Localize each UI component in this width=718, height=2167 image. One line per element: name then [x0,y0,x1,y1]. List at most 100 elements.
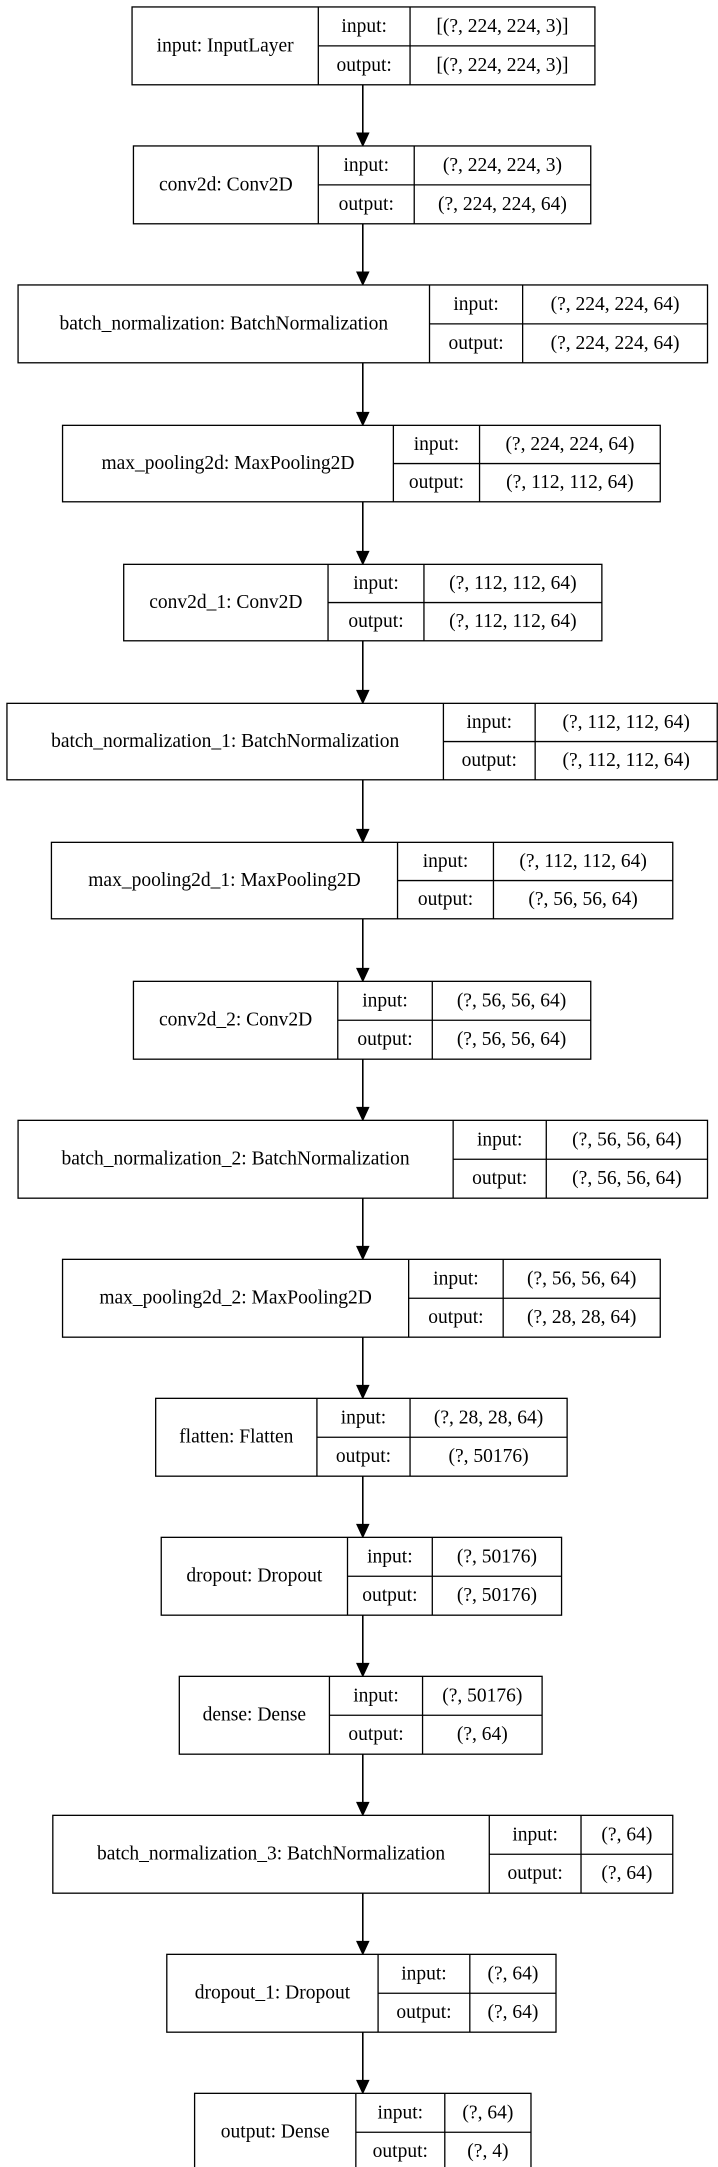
input-shape: (?, 64) [487,1963,538,1984]
output-shape: (?, 56, 56, 64) [572,1168,681,1189]
input-label: input: [414,434,460,455]
output-shape: (?, 28, 28, 64) [527,1307,636,1328]
input-shape: (?, 64) [462,2102,513,2123]
layer-node: batch_normalization: BatchNormalization i… [17,284,709,364]
layer-node: dropout_1: Dropout input: (?, 64) output: (?… [166,1953,557,2033]
output-label: output: [428,1307,483,1328]
arrowhead-icon [356,2079,370,2095]
arrowhead-icon [356,828,370,844]
output-shape: (?, 224, 224, 64) [438,194,567,215]
input-shape: (?, 224, 224, 64) [505,434,634,455]
input-shape: (?, 50176) [457,1546,537,1567]
layer-node: conv2d_2: Conv2D input: (?, 56, 56, 64) out… [132,980,592,1060]
output-label: output: [336,1446,391,1467]
layer-node: dense: Dense input: (?, 50176) output: (?, 6… [178,1675,543,1755]
arrowhead-icon [356,689,370,705]
edge-arrow [356,1615,370,1678]
arrowhead-icon [356,1523,370,1539]
output-label: output: [418,889,473,910]
output-label: output: [472,1168,527,1189]
edge-arrow [356,779,370,844]
output-shape: [(?, 224, 224, 3)] [436,55,568,76]
layer-name: max_pooling2d: MaxPooling2D [101,453,354,474]
edge-arrow [356,918,370,983]
edge-arrow [356,640,370,705]
output-label: output: [409,472,464,493]
layer-name: output: Dense [221,2122,330,2143]
layer-name: input: InputLayer [157,35,295,56]
layer-node: batch_normalization_2: BatchNormalizatio… [17,1119,709,1199]
input-shape: [(?, 224, 224, 3)] [436,16,568,37]
input-shape: (?, 112, 112, 64) [449,573,576,594]
edge-arrow [356,2032,370,2095]
layer-name: conv2d_2: Conv2D [159,1010,312,1031]
arrowhead-icon [356,1801,370,1817]
edge-arrow [356,1198,370,1261]
input-shape: (?, 112, 112, 64) [519,851,646,872]
input-label: input: [341,1407,387,1428]
edge-arrow [356,362,370,427]
output-label: output: [337,55,392,76]
layer-name: conv2d: Conv2D [159,174,293,195]
edge-arrow [356,1337,370,1400]
layer-box [193,2092,532,2167]
input-label: input: [512,1824,558,1845]
layer-node: conv2d_1: Conv2D input: (?, 112, 112, 64) o… [123,563,603,642]
arrowhead-icon [356,1662,370,1678]
layer-node: batch_normalization_1: BatchNormalizatio… [6,702,718,781]
output-shape: (?, 64) [601,1863,652,1884]
layer-node: output: Dense input: (?, 64) output: (?, 4) [193,2092,532,2167]
layer-node: dropout: Dropout input: (?, 50176) output: (… [160,1536,563,1616]
layer-node: conv2d: Conv2D input: (?, 224, 224, 3) outp… [132,145,592,225]
layer-name: max_pooling2d_1: MaxPooling2D [88,870,360,891]
input-label: input: [344,155,390,176]
layer-node: batch_normalization_3: BatchNormalizatio… [52,1814,674,1894]
layer-node: max_pooling2d: MaxPooling2D input: (?, 224… [61,424,661,503]
input-label: input: [353,1685,399,1706]
arrowhead-icon [356,1384,370,1400]
input-label: input: [433,1268,479,1289]
layer-name: max_pooling2d_2: MaxPooling2D [99,1288,371,1309]
input-label: input: [367,1546,413,1567]
output-shape: (?, 4) [467,2141,508,2162]
layer-name: dropout_1: Dropout [195,1983,351,2004]
input-shape: (?, 112, 112, 64) [562,712,689,733]
edge-arrow [356,1059,370,1122]
input-label: input: [362,990,408,1011]
input-shape: (?, 28, 28, 64) [434,1407,543,1428]
layer-name: batch_normalization: BatchNormalization [59,313,388,334]
output-shape: (?, 112, 112, 64) [449,611,576,632]
layer-node: flatten: Flatten input: (?, 28, 28, 64) out… [155,1397,568,1477]
output-shape: (?, 112, 112, 64) [562,750,689,771]
arrowhead-icon [356,411,370,427]
input-label: input: [477,1129,523,1150]
input-label: input: [423,851,469,872]
input-shape: (?, 56, 56, 64) [572,1129,681,1150]
input-label: input: [401,1963,447,1984]
layer-name: conv2d_1: Conv2D [149,592,302,613]
input-label: input: [378,2102,424,2123]
arrowhead-icon [356,1245,370,1261]
output-label: output: [448,333,503,354]
edge-arrow [356,501,370,566]
input-shape: (?, 64) [601,1824,652,1845]
layer-name: flatten: Flatten [179,1427,294,1448]
arrowhead-icon [356,967,370,983]
arrowhead-icon [356,550,370,566]
output-shape: (?, 112, 112, 64) [506,472,633,493]
input-label: input: [341,16,387,37]
output-shape: (?, 50176) [457,1585,537,1606]
layer-name: batch_normalization_1: BatchNormalizatio… [51,731,399,752]
input-shape: (?, 56, 56, 64) [457,990,566,1011]
output-shape: (?, 64) [487,2002,538,2023]
input-label: input: [453,294,499,315]
edge-arrow [356,84,370,148]
output-label: output: [362,1585,417,1606]
edge-arrow [356,1893,370,1956]
output-label: output: [462,750,517,771]
output-label: output: [373,2141,428,2162]
edge-arrow [356,1476,370,1539]
output-label: output: [508,1863,563,1884]
output-shape: (?, 50176) [449,1446,529,1467]
